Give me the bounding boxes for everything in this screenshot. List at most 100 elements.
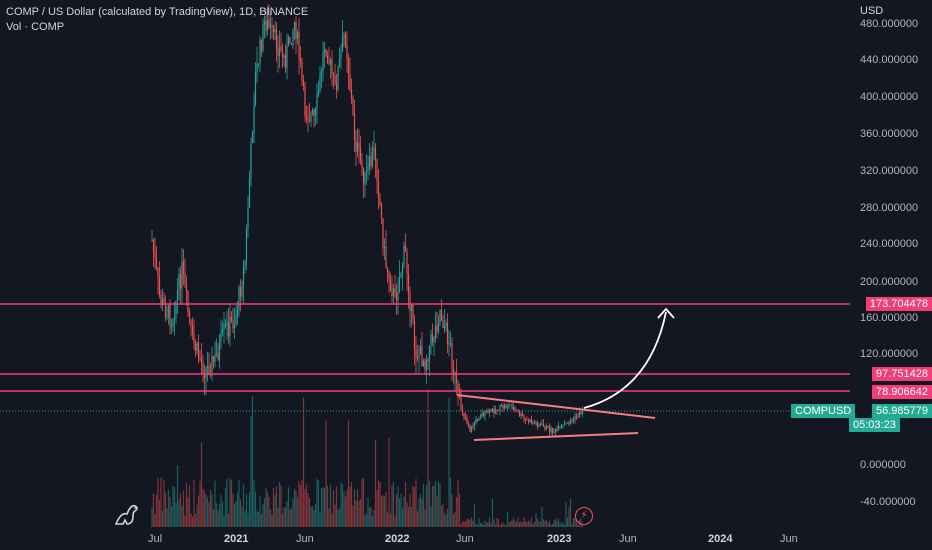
chart-legend[interactable]: COMP / US Dollar (calculated by TradingV… <box>6 5 308 35</box>
candle-body <box>361 160 363 168</box>
volume-bar <box>407 506 410 527</box>
candle-body <box>239 286 242 297</box>
volume-bar <box>253 480 255 527</box>
candle-body <box>352 98 354 114</box>
volume-bar <box>226 479 228 527</box>
candle-body <box>308 120 311 122</box>
volume-bar <box>173 487 176 527</box>
volume-bar <box>310 506 312 527</box>
volume-bar <box>475 524 477 527</box>
candle-body <box>233 325 236 329</box>
candle-body <box>203 373 206 378</box>
volume-bar <box>424 508 426 527</box>
candle-body <box>211 356 213 376</box>
volume-bar <box>416 511 419 527</box>
price-axis[interactable]: 480.000000 440.000000 400.000000 360.000… <box>860 18 918 508</box>
volume-bar <box>514 520 516 527</box>
candle-body <box>388 272 390 281</box>
candle-body <box>307 118 309 121</box>
candle-body <box>310 113 312 121</box>
volume-bar <box>319 512 321 527</box>
candle-body <box>266 19 269 31</box>
volume-bar <box>385 491 387 527</box>
volume-bar <box>352 505 354 527</box>
candle-body <box>257 63 260 65</box>
volume-bar <box>326 485 329 527</box>
volume-bar <box>323 487 326 527</box>
volume-bar <box>235 501 237 527</box>
volume-bar <box>581 524 584 527</box>
candle-body <box>194 343 197 352</box>
volume-bar <box>532 524 534 527</box>
candle-body <box>421 346 423 366</box>
candle-body <box>334 75 336 84</box>
time-tick: 2024 <box>708 533 733 545</box>
volume-bar <box>290 507 293 527</box>
volume-bar <box>388 437 390 527</box>
time-tick: Jun <box>780 533 798 545</box>
volume-bar <box>346 489 348 527</box>
volume-bar <box>464 521 467 527</box>
candle-body <box>229 316 231 337</box>
volume-bar <box>536 518 539 527</box>
volume-bar <box>248 492 251 527</box>
candle-body <box>394 288 396 293</box>
volume-bar <box>184 515 186 527</box>
volume-bar <box>410 507 413 527</box>
volume-bar <box>193 479 195 527</box>
volume-bar <box>220 494 222 527</box>
volume-bar <box>397 486 399 527</box>
candle-body <box>161 298 164 306</box>
volume-bar <box>356 488 359 527</box>
volume-bar <box>470 517 473 527</box>
tradingview-dino-icon[interactable] <box>113 500 141 526</box>
candle-body <box>520 413 522 416</box>
candle-body <box>265 21 267 31</box>
time-axis[interactable]: Jul 2021 Jun 2022 Jun 2023 Jun 2024 Jun <box>148 533 798 545</box>
candle-body <box>539 424 542 426</box>
volume-bar <box>182 490 185 527</box>
volume-bar <box>521 522 524 527</box>
currency-label[interactable]: USD <box>860 5 884 17</box>
volume-bar <box>440 506 443 527</box>
projection-arrow[interactable] <box>583 311 667 409</box>
candle-body <box>503 405 506 409</box>
candle-body <box>367 166 369 171</box>
candle-body <box>238 286 240 311</box>
candle-body <box>484 410 486 417</box>
candle-body <box>511 405 513 410</box>
candle-body <box>514 407 516 410</box>
candle-body <box>151 239 153 241</box>
lower-trendline[interactable] <box>473 432 639 441</box>
volume-bar <box>313 509 315 527</box>
candle-body <box>437 323 440 332</box>
volume-bar <box>457 479 459 527</box>
candle-body <box>535 422 537 424</box>
volume-bar <box>163 479 165 527</box>
volume-bar <box>316 478 318 527</box>
candle-body <box>356 143 359 152</box>
volume-bar <box>262 503 264 527</box>
flash-icon[interactable]: ⚡ <box>575 507 593 525</box>
volume-bar <box>335 486 338 527</box>
upper-trendline[interactable] <box>456 394 656 419</box>
candle-body <box>296 31 299 39</box>
candle-body <box>460 392 462 409</box>
candle-body <box>403 245 405 266</box>
symbol-title[interactable]: COMP / US Dollar (calculated by TradingV… <box>6 6 309 18</box>
volume-bar <box>527 520 530 527</box>
volume-bar <box>185 483 188 527</box>
volume-indicator-label[interactable]: Vol · COMP <box>6 21 65 33</box>
volume-bar <box>418 498 420 527</box>
candle-body <box>247 207 249 229</box>
volume-bar <box>458 493 461 527</box>
volume-bar <box>406 502 408 527</box>
candle-body <box>532 422 534 424</box>
candle-body <box>328 63 330 65</box>
candle-body <box>466 419 468 425</box>
volume-bar <box>493 519 495 527</box>
volume-bar <box>358 500 360 527</box>
volume-bar <box>217 510 219 527</box>
candle-body <box>314 108 317 116</box>
